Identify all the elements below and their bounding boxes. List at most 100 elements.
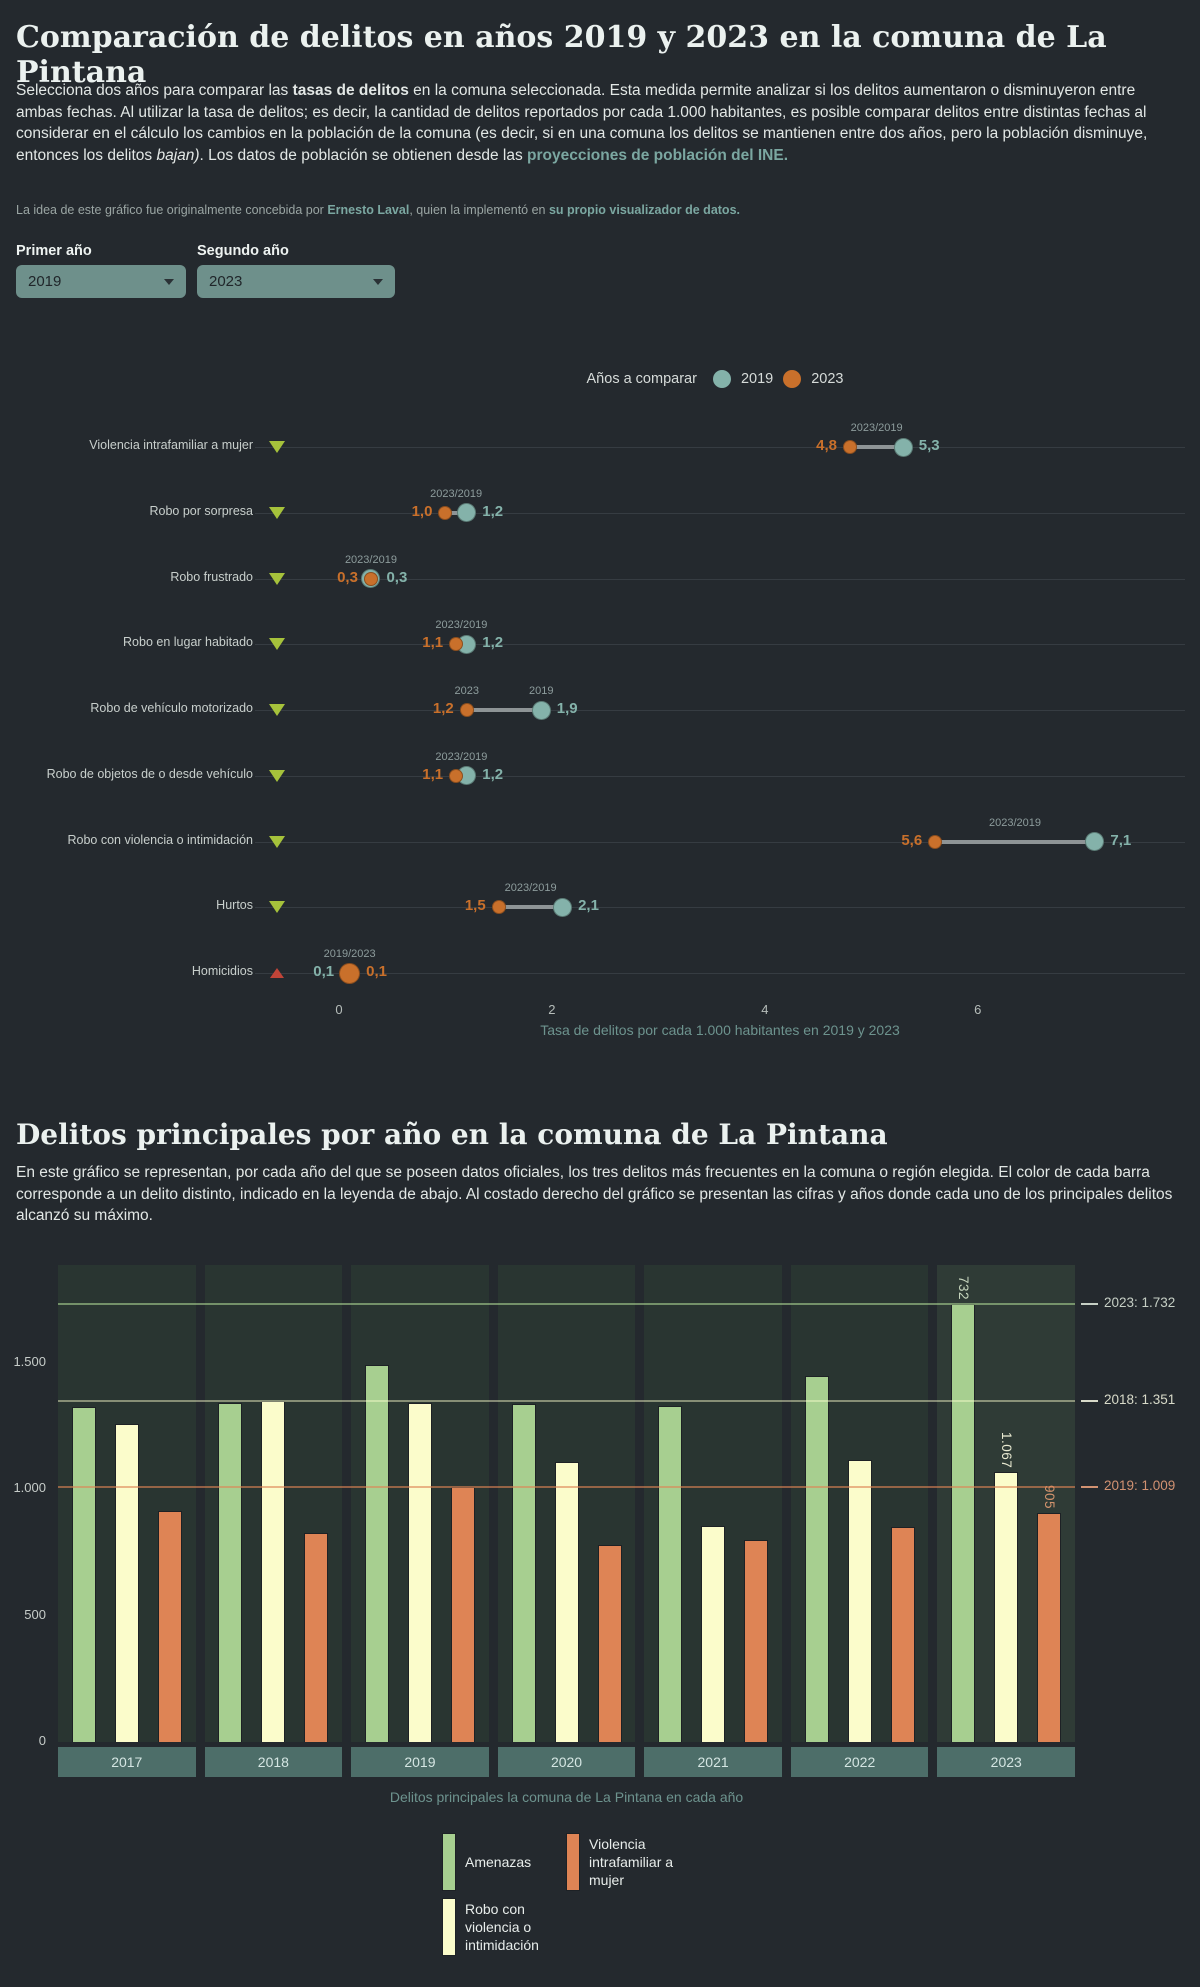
year-panel-2022[interactable] xyxy=(790,1265,929,1742)
value-left: 1,2 xyxy=(432,700,454,717)
second-year-select[interactable]: 2023 xyxy=(197,265,395,298)
chevron-down-icon xyxy=(373,278,383,285)
bar-2023[interactable]: 905 xyxy=(1037,1485,1062,1742)
value-left: 1,1 xyxy=(422,634,444,652)
legend-label: Violencia intrafamiliar a mujer xyxy=(589,1836,674,1888)
data-point-2023[interactable] xyxy=(339,962,361,984)
bar-2018[interactable] xyxy=(304,1532,329,1742)
visualizador-link[interactable]: su propio visualizador de datos. xyxy=(548,203,740,217)
intro-italic: bajan) xyxy=(156,146,200,164)
row-track xyxy=(255,512,1185,514)
year-panel-2023[interactable]: 732 1.067 905 xyxy=(937,1265,1076,1742)
trend-down-icon xyxy=(269,704,285,716)
year-panel-2019[interactable] xyxy=(351,1265,489,1742)
year-panel-2020[interactable] xyxy=(497,1265,636,1742)
bar-2019[interactable] xyxy=(364,1365,389,1742)
year-tick-2017: 2017 xyxy=(58,1747,196,1777)
data-point-2023[interactable] xyxy=(491,900,506,915)
data-point-2019[interactable] xyxy=(553,897,573,917)
row-label: Robo de objetos de o desde vehículo xyxy=(46,766,253,781)
value-left: 5,6 xyxy=(901,831,923,849)
bar-2022[interactable] xyxy=(804,1375,829,1742)
intro-text: en la comuna seleccionada. Esta medida p… xyxy=(16,82,1148,164)
pair-year-label: 2023/2019 xyxy=(435,750,488,763)
connector xyxy=(850,445,904,449)
bar-2021[interactable] xyxy=(658,1406,683,1742)
bar-2021[interactable] xyxy=(744,1540,769,1742)
legend-item: Robo con violencia o intimidación xyxy=(442,1898,539,1956)
row-track xyxy=(255,973,1185,974)
pair-year-label: 2023/2019 xyxy=(344,553,397,566)
year-tick-2022: 2022 xyxy=(790,1747,929,1777)
intro-text: Selecciona dos años para comparar las xyxy=(16,82,293,99)
legend-swatch xyxy=(442,1833,456,1891)
data-point-2019[interactable] xyxy=(1085,832,1105,851)
trend-down-icon xyxy=(269,572,285,585)
x-tick: 4 xyxy=(761,1002,769,1017)
first-year-value: 2019 xyxy=(28,273,62,290)
bar-2019[interactable] xyxy=(450,1487,475,1742)
year-panel-2018[interactable] xyxy=(204,1265,343,1742)
intro-text: . Los datos de población se obtienen des… xyxy=(199,146,528,164)
row-label: Hurtos xyxy=(216,898,253,913)
year-panel-2021[interactable] xyxy=(644,1265,782,1742)
y-tick: 0 xyxy=(38,1733,46,1748)
data-point-2023[interactable] xyxy=(928,834,943,849)
bar-2020[interactable] xyxy=(554,1462,579,1742)
bar-2017[interactable] xyxy=(157,1510,182,1742)
data-point-2023[interactable] xyxy=(449,768,464,783)
bar-2017[interactable] xyxy=(71,1407,96,1742)
bar-2019[interactable] xyxy=(407,1403,432,1742)
data-point-2019[interactable] xyxy=(531,700,551,720)
row-track xyxy=(255,907,1185,909)
data-point-2023[interactable] xyxy=(843,440,857,454)
data-point-2023[interactable] xyxy=(449,637,464,652)
data-point-2023[interactable] xyxy=(459,703,474,717)
year-label: 2019 xyxy=(529,685,554,697)
y-tick: 1.500 xyxy=(13,1353,46,1369)
legend-label: Robo con violencia o intimidación xyxy=(465,1901,539,1953)
data-point-2019[interactable] xyxy=(457,503,477,523)
second-year-value: 2023 xyxy=(209,273,243,290)
connector xyxy=(466,708,542,712)
x-tick: 6 xyxy=(974,1002,982,1017)
second-year-control: Segundo año 2023 xyxy=(197,243,395,298)
bar-2022[interactable] xyxy=(847,1460,872,1742)
value-left: 0,3 xyxy=(337,568,358,586)
bar-value-label: 1.067 xyxy=(998,1432,1014,1469)
trend-down-icon xyxy=(269,901,285,914)
credit-text: La idea de este gráfico fue originalment… xyxy=(16,203,328,217)
value-right: 1,2 xyxy=(482,634,504,652)
year-axis: 2017 2018 2019 2020 2021 2022 2023 xyxy=(58,1747,1076,1777)
bar-2018[interactable] xyxy=(261,1400,286,1742)
year-panel-2017[interactable] xyxy=(58,1265,196,1742)
first-year-select[interactable]: 2019 xyxy=(16,265,186,298)
annotation-tick xyxy=(1081,1486,1098,1489)
ernesto-laval-link[interactable]: Ernesto Laval xyxy=(327,203,410,217)
row-track xyxy=(255,578,1185,580)
value-left: 1,5 xyxy=(464,897,486,915)
page-title: Comparación de delitos en años 2019 y 20… xyxy=(16,20,1107,90)
data-point-2023[interactable] xyxy=(438,505,453,520)
second-year-label: Segundo año xyxy=(197,243,289,259)
legend-swatch xyxy=(442,1898,456,1956)
row-label: Homicidios xyxy=(191,964,253,978)
bar-2020[interactable] xyxy=(511,1404,536,1742)
bar-2022[interactable] xyxy=(890,1527,915,1742)
bar-2020[interactable] xyxy=(597,1544,622,1742)
row-label: Robo con violencia o intimidación xyxy=(67,832,253,847)
value-right: 7,1 xyxy=(1110,831,1132,849)
bar-2023[interactable]: 732 xyxy=(951,1276,976,1742)
ine-projections-link[interactable]: proyecciones de población del INE. xyxy=(527,146,788,164)
bar-2023[interactable]: 1.067 xyxy=(994,1432,1019,1742)
value-right: 1,9 xyxy=(556,700,578,717)
data-point-2023[interactable] xyxy=(363,571,378,586)
bar-2021[interactable] xyxy=(701,1526,726,1742)
legend-dot-2023 xyxy=(783,370,802,388)
trend-down-icon xyxy=(269,506,285,519)
bar-2017[interactable] xyxy=(114,1424,139,1742)
year-tick-2019: 2019 xyxy=(351,1747,489,1777)
bar-2018[interactable] xyxy=(218,1402,243,1742)
data-point-2019[interactable] xyxy=(893,437,913,457)
